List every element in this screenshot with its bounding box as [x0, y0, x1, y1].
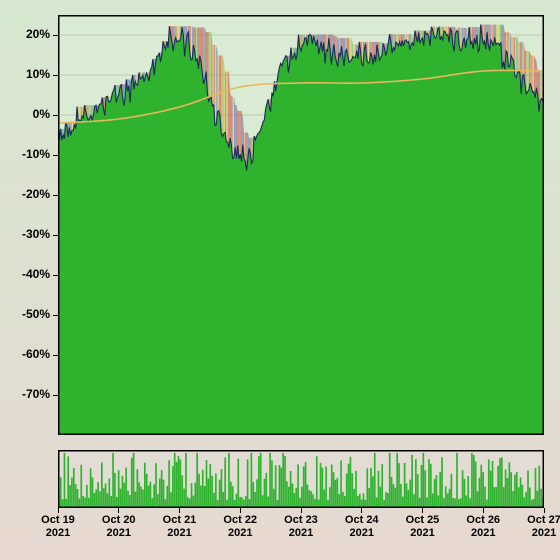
ytick-label: -70% — [22, 387, 50, 401]
xtick-label: Oct 22 2021 — [210, 514, 270, 539]
xtick-mark — [361, 508, 362, 513]
xtick-label: Oct 24 2021 — [332, 514, 392, 539]
ytick-mark — [53, 35, 58, 36]
chart-page: 20% 10% 0% -10% -20% -30% -40% -50% -60% -70% Oct … — [0, 0, 560, 560]
ytick-label: -40% — [22, 267, 50, 281]
ytick-label: 10% — [26, 67, 50, 81]
ytick-mark — [53, 395, 58, 396]
xtick-mark — [118, 508, 119, 513]
ytick-mark — [53, 235, 58, 236]
ytick-label: -20% — [22, 187, 50, 201]
xtick-label: Oct 27 2021 — [514, 514, 560, 539]
ytick-mark — [53, 315, 58, 316]
xtick-mark — [483, 508, 484, 513]
xtick-mark — [179, 508, 180, 513]
ytick-mark — [53, 75, 58, 76]
ytick-label: -10% — [22, 147, 50, 161]
xtick-label: Oct 20 2021 — [89, 514, 149, 539]
ytick-mark — [53, 115, 58, 116]
ytick-label: 20% — [26, 27, 50, 41]
xtick-mark — [422, 508, 423, 513]
ytick-mark — [53, 195, 58, 196]
xtick-mark — [240, 508, 241, 513]
xtick-label: Oct 19 2021 — [28, 514, 88, 539]
xtick-label: Oct 26 2021 — [453, 514, 513, 539]
xtick-label: Oct 25 2021 — [393, 514, 453, 539]
xtick-mark — [544, 508, 545, 513]
xtick-mark — [58, 508, 59, 513]
xtick-label: Oct 23 2021 — [271, 514, 331, 539]
ytick-mark — [53, 355, 58, 356]
ytick-label: -60% — [22, 347, 50, 361]
ytick-mark — [53, 155, 58, 156]
volume-chart — [58, 450, 544, 508]
xtick-mark — [301, 508, 302, 513]
main-chart — [58, 15, 544, 435]
ytick-label: -50% — [22, 307, 50, 321]
ytick-label: 0% — [33, 107, 50, 121]
ytick-mark — [53, 275, 58, 276]
xtick-label: Oct 21 2021 — [150, 514, 210, 539]
ytick-label: -30% — [22, 227, 50, 241]
